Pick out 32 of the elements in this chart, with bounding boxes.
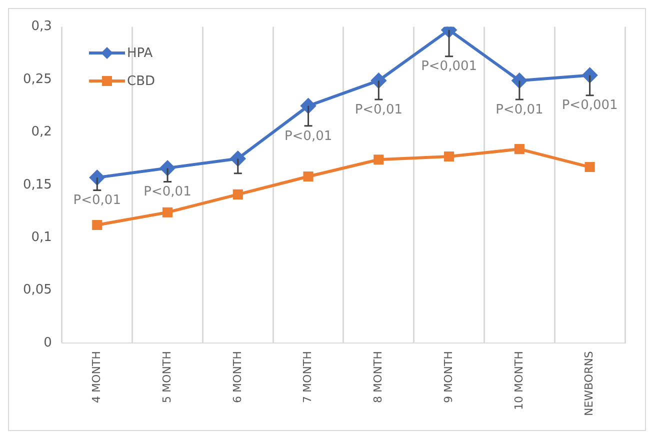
y-tick-label: 0,1 [31, 230, 52, 246]
x-tick-label: 10 MONTH [512, 351, 526, 410]
point [514, 144, 524, 154]
annotation: P<0,001 [562, 98, 618, 114]
point [374, 154, 384, 165]
point [584, 162, 595, 172]
annotation: P<0,01 [284, 128, 332, 144]
point [444, 151, 454, 162]
x-tick-label: 9 MONTH [442, 351, 455, 403]
x-tick-label: 4 MONTH [90, 351, 103, 403]
x-tick-label: 6 MONTH [230, 351, 244, 403]
y-tick-label: 0,05 [22, 282, 52, 298]
y-tick-label: 0,3 [31, 19, 52, 34]
x-tick-label: NEWBORNS [582, 351, 596, 416]
y-tick-label: 0,25 [22, 72, 52, 87]
point [303, 171, 314, 182]
point [162, 207, 173, 218]
y-tick-label: 0,2 [31, 124, 52, 140]
legend-label: CBD [127, 74, 156, 88]
point [232, 189, 243, 200]
x-tick-label: 7 MONTH [301, 351, 314, 403]
y-tick-label: 0,15 [22, 177, 52, 192]
annotation: P<0,01 [354, 102, 403, 118]
annotation: P<0,01 [144, 184, 192, 200]
annotation: P<0,01 [73, 193, 121, 208]
annotation: P<0,01 [496, 102, 544, 118]
legend-label: HPA [127, 46, 153, 60]
y-tick-label: 0 [44, 335, 52, 350]
x-tick-label: 8 MONTH [372, 351, 385, 403]
x-tick-label: 5 MONTH [160, 351, 174, 403]
point [92, 220, 102, 230]
annotation: P<0,001 [421, 59, 478, 74]
